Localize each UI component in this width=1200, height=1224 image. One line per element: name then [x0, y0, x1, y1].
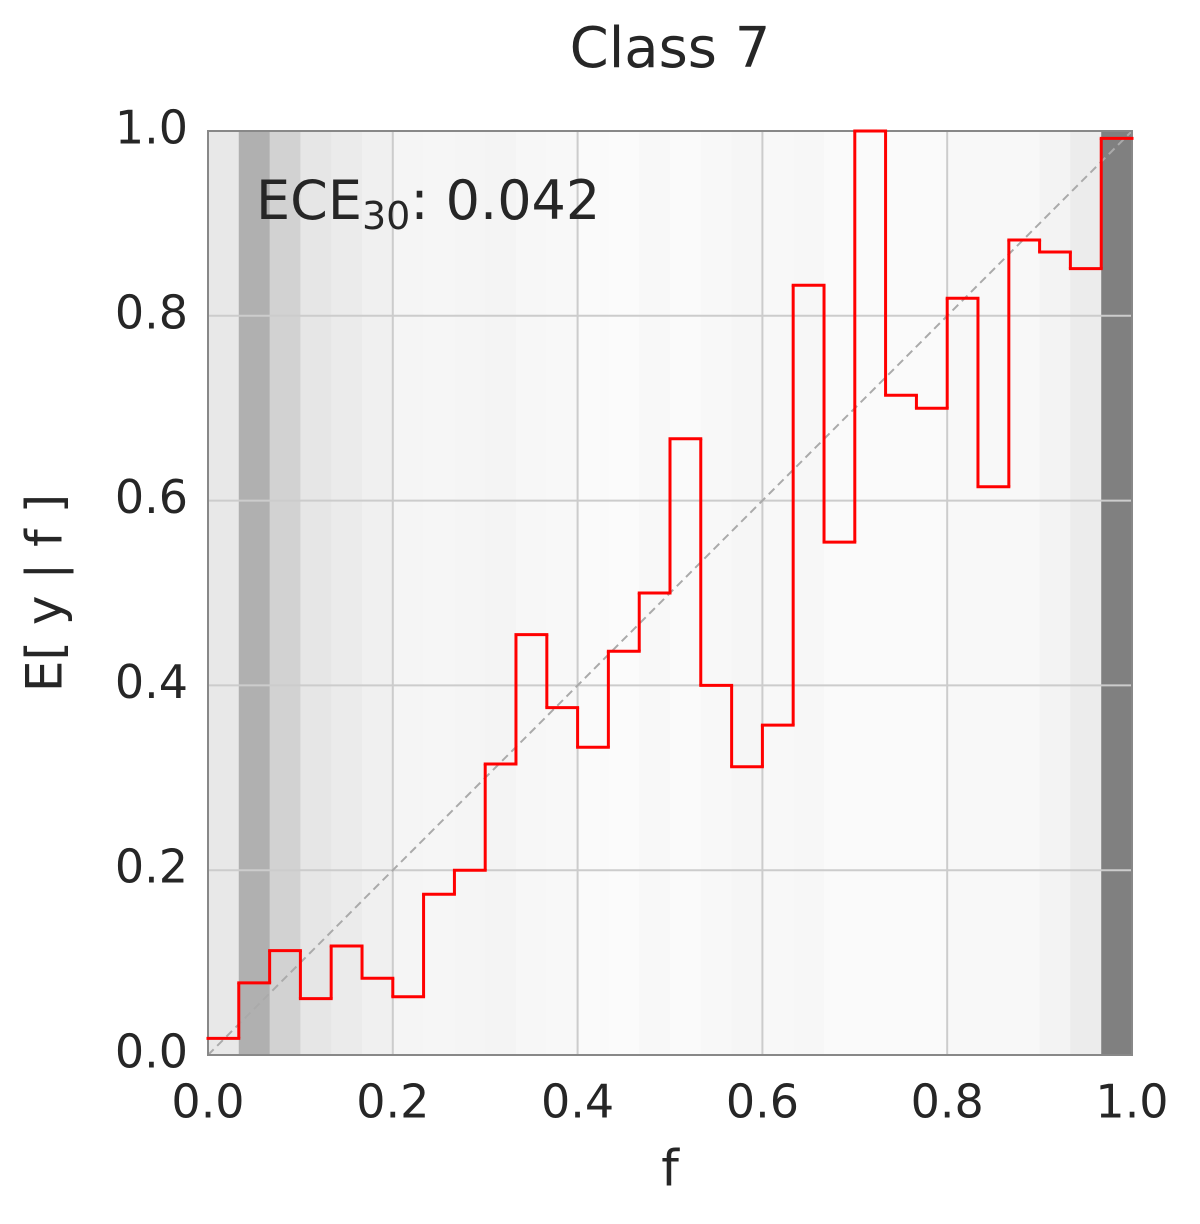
bin-shade: [977, 131, 1010, 1055]
bin-shade: [577, 131, 609, 1055]
bin-shade: [392, 131, 425, 1055]
ece-annotation: ECE30: 0.042: [256, 169, 600, 238]
x-tick-label: 0.8: [911, 1075, 984, 1129]
annotation-part: : 0.042: [410, 169, 600, 232]
bin-shade: [885, 131, 917, 1055]
y-tick-label: 0.0: [115, 1025, 188, 1079]
y-tick-label: 0.2: [115, 840, 188, 894]
y-tick-label: 0.6: [115, 470, 188, 524]
x-tick-label: 1.0: [1095, 1075, 1168, 1129]
bin-shade: [608, 131, 640, 1055]
plot-frame: [207, 130, 1133, 1056]
y-tick-label: 1.0: [115, 101, 188, 155]
bin-shade: [485, 131, 517, 1055]
bin-shade: [1101, 131, 1133, 1055]
bin-shade: [515, 131, 548, 1055]
bin-shade: [762, 131, 794, 1055]
annotation-part: ECE: [256, 169, 362, 232]
bin-shade: [300, 131, 332, 1055]
chart-title: Class 7: [570, 16, 771, 81]
bin-shade: [208, 131, 240, 1055]
bin-shade: [362, 131, 394, 1055]
bin-shade: [700, 131, 733, 1055]
bin-shade: [269, 131, 301, 1055]
x-tick-label: 0.6: [726, 1075, 799, 1129]
bin-shade: [1039, 131, 1071, 1055]
bin-shade: [546, 131, 579, 1055]
x-tick-label: 0.2: [356, 1075, 429, 1129]
x-tick-label: 0.4: [541, 1075, 614, 1129]
bin-shade: [670, 131, 702, 1055]
bin-shade: [824, 131, 856, 1055]
bin-shade: [1070, 131, 1102, 1055]
bin-shade: [238, 131, 271, 1055]
annotation-part: 30: [362, 194, 410, 238]
bin-shade: [331, 131, 363, 1055]
y-axis-label: E[ y | f ]: [16, 494, 74, 692]
bin-shade: [947, 131, 979, 1055]
plot-background: [208, 131, 1133, 1055]
y-tick-label: 0.8: [115, 285, 188, 339]
bin-shade: [454, 131, 486, 1055]
bin-shade: [423, 131, 455, 1055]
y-tick-label: 0.4: [115, 655, 188, 709]
bin-shade: [854, 131, 887, 1055]
bin-shade: [731, 131, 763, 1055]
bin-shade: [916, 131, 948, 1055]
bin-shade: [793, 131, 825, 1055]
x-axis-label: f: [661, 1140, 680, 1198]
x-tick-label: 0.0: [171, 1075, 244, 1129]
bin-shade: [1008, 131, 1041, 1055]
